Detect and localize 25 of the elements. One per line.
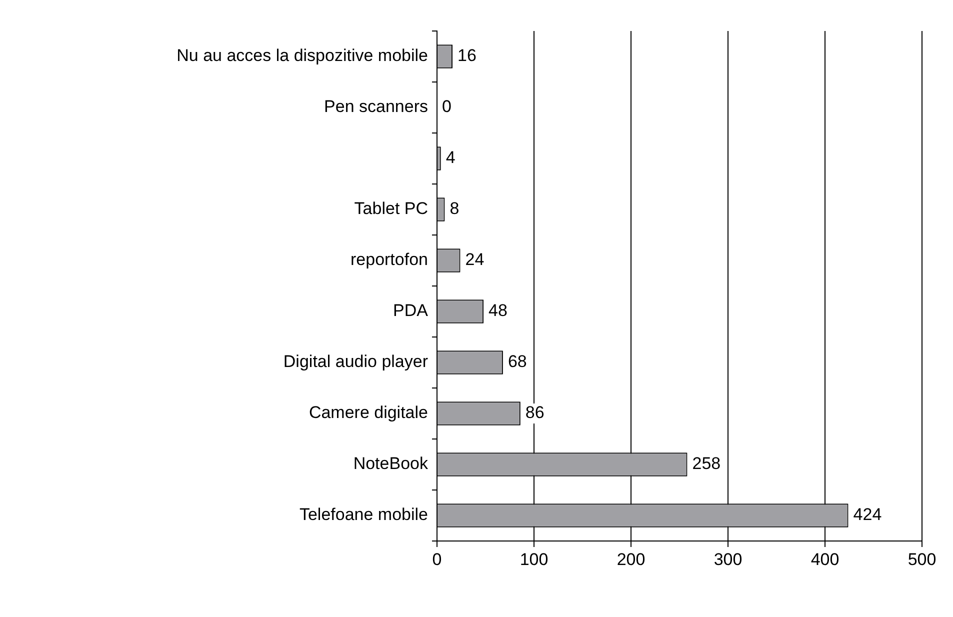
y-tick-label: reportofon [350, 250, 428, 270]
x-tick-label: 0 [432, 550, 442, 569]
data-label: 86 [525, 403, 544, 422]
y-tick-label: Digital audio player [283, 352, 428, 372]
data-label: 8 [450, 199, 460, 218]
data-label: 16 [458, 46, 476, 66]
data-label: 4 [446, 148, 456, 168]
data-label: 424 [853, 505, 882, 524]
y-tick-label: Camere digitale [308, 403, 428, 422]
x-tick-label: 400 [810, 550, 840, 569]
data-label: 48 [488, 301, 508, 320]
x-tick-label: 200 [616, 550, 646, 569]
x-tick-label: 500 [908, 550, 936, 569]
data-label: 0 [442, 97, 452, 116]
y-tick-label: NoteBook [353, 454, 428, 474]
data-label: 258 [692, 454, 721, 474]
y-tick-label: Pen scanners [324, 97, 428, 116]
y-tick-label: Tablet PC [354, 199, 428, 218]
x-tick-label: 300 [714, 550, 742, 569]
data-label: 24 [465, 250, 484, 270]
data-label: 68 [508, 352, 527, 372]
y-tick-label: PDA [393, 301, 429, 320]
x-tick-label: 100 [520, 550, 548, 569]
y-tick-label: Nu au acces la dispozitive mobile [176, 46, 428, 66]
y-tick-label: Telefoane mobile [299, 505, 428, 524]
